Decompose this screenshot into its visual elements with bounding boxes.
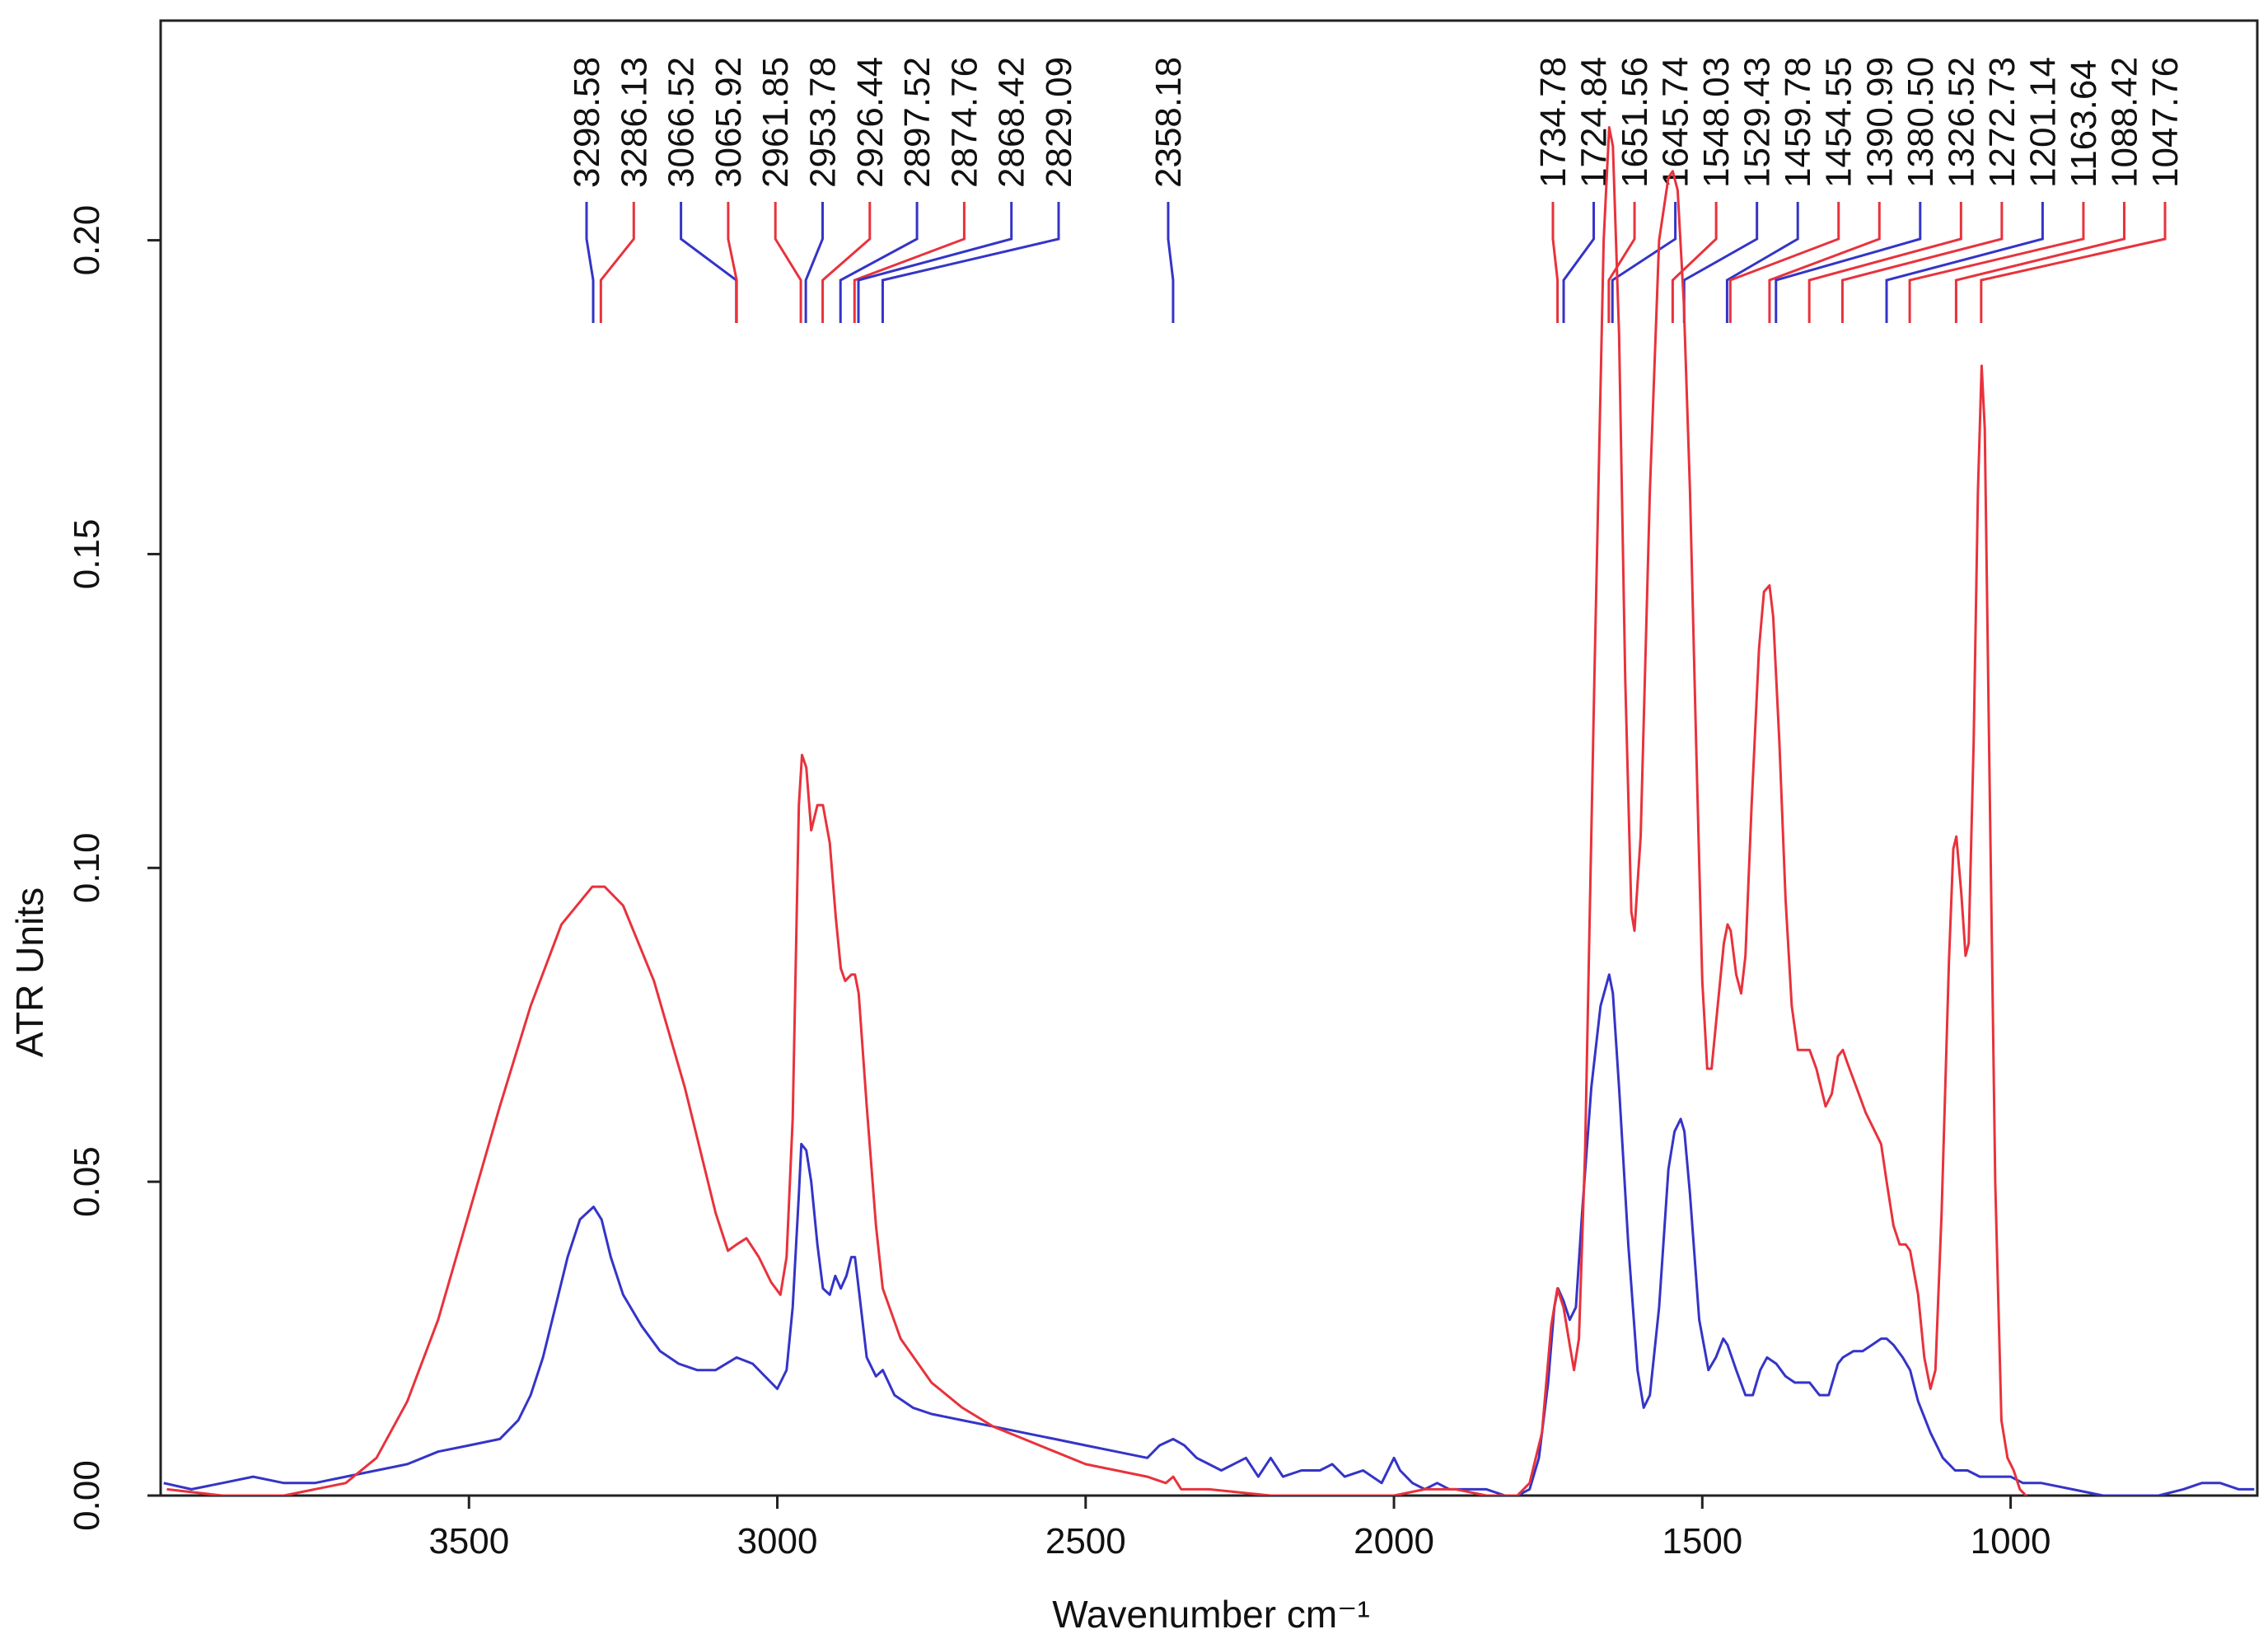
peak-label: 2874.76 — [944, 57, 984, 188]
peak-leader-line — [1807, 202, 1962, 323]
peak-label: 1734.78 — [1533, 57, 1574, 188]
peak-leader-line — [1167, 202, 1175, 323]
peak-label: 1201.14 — [2022, 57, 2063, 188]
peak-leader-line — [1728, 202, 1840, 323]
peak-leader-line — [1980, 202, 2167, 323]
peak-markers: 3298.58 3286.13 3066.52 3065.92 2961.85 2953.… — [567, 57, 2186, 323]
peak-leader-line — [821, 202, 872, 323]
peak-label: 1454.55 — [1819, 57, 1859, 188]
x-axis: 3500 3000 2500 2000 1500 1000 — [428, 1496, 2051, 1561]
peak-label: 2829.09 — [1039, 57, 1079, 188]
peak-label: 1326.52 — [1941, 57, 1981, 188]
x-tick-label: 3500 — [428, 1521, 509, 1561]
peak-leader-line — [804, 202, 824, 323]
peak-leader-line — [1885, 202, 2044, 323]
peak-label: 2868.42 — [992, 57, 1032, 188]
peak-label: 3286.13 — [614, 57, 654, 188]
peak-label: 2953.78 — [803, 57, 844, 188]
y-tick-label: 0.00 — [67, 1460, 107, 1531]
y-tick-label: 0.15 — [67, 519, 107, 590]
peak-label: 1163.64 — [2064, 59, 2104, 188]
peak-label: 1390.99 — [1859, 57, 1900, 188]
peak-leader-line — [881, 202, 1060, 323]
x-tick-label: 1000 — [1971, 1521, 2051, 1561]
y-tick-label: 0.10 — [67, 832, 107, 903]
peak-leader-line — [1562, 202, 1596, 323]
series-layer — [163, 126, 2255, 1496]
peak-leader-line — [1768, 202, 1881, 323]
peak-label: 1645.74 — [1656, 57, 1696, 188]
peak-label: 1529.43 — [1737, 57, 1778, 188]
peak-leader-line — [1840, 202, 2004, 323]
x-tick-label: 3000 — [737, 1521, 818, 1561]
peak-label: 2897.52 — [897, 57, 938, 188]
x-tick-label: 1500 — [1662, 1521, 1742, 1561]
peak-leader-line — [1551, 202, 1560, 323]
y-axis: 0.00 0.05 0.10 0.15 0.20 — [67, 205, 161, 1531]
peak-label: 3065.92 — [708, 57, 749, 188]
peak-leader-line — [585, 202, 595, 323]
peak-leader-line — [857, 202, 1013, 323]
plot-frame — [159, 19, 2259, 1497]
peak-label: 1272.73 — [1982, 57, 2022, 188]
peak-leader-line — [839, 202, 919, 323]
x-axis-title: Wavenumber cm⁻¹ — [1052, 1593, 1370, 1636]
peak-label: 2961.85 — [755, 57, 796, 188]
peak-leader-line — [853, 202, 966, 323]
peak-label: 1380.50 — [1901, 57, 1941, 188]
y-tick-label: 0.05 — [67, 1146, 107, 1217]
peak-label: 1047.76 — [2145, 57, 2186, 188]
peak-leader-line — [1611, 202, 1677, 323]
peak-leader-line — [1671, 202, 1718, 323]
peak-label: 3298.58 — [567, 57, 607, 188]
series-red-line — [166, 126, 2027, 1496]
peak-label: 1548.03 — [1696, 57, 1737, 188]
peak-label: 2926.44 — [850, 57, 891, 188]
series-blue-line — [163, 973, 2255, 1496]
peak-label: 1651.56 — [1615, 57, 1655, 188]
peak-leader-line — [774, 202, 802, 323]
y-axis-title: ATR Units — [8, 887, 51, 1057]
peak-leader-line — [1607, 202, 1636, 323]
peak-leader-line — [1908, 202, 2085, 323]
peak-label: 1459.78 — [1778, 57, 1818, 188]
y-tick-label: 0.20 — [67, 205, 107, 276]
peak-label: 2358.18 — [1148, 57, 1189, 188]
peak-leader-line — [1775, 202, 1922, 323]
peak-label: 1088.42 — [2104, 57, 2144, 188]
peak-leader-line — [1682, 202, 1759, 323]
peak-leader-line — [1725, 202, 1799, 323]
peak-leader-line — [727, 202, 738, 323]
peak-leader-line — [599, 202, 635, 323]
x-tick-label: 2000 — [1354, 1521, 1434, 1561]
peak-leader-line — [1954, 202, 2125, 323]
x-tick-label: 2500 — [1045, 1521, 1126, 1561]
peak-label: 3066.52 — [662, 57, 702, 188]
